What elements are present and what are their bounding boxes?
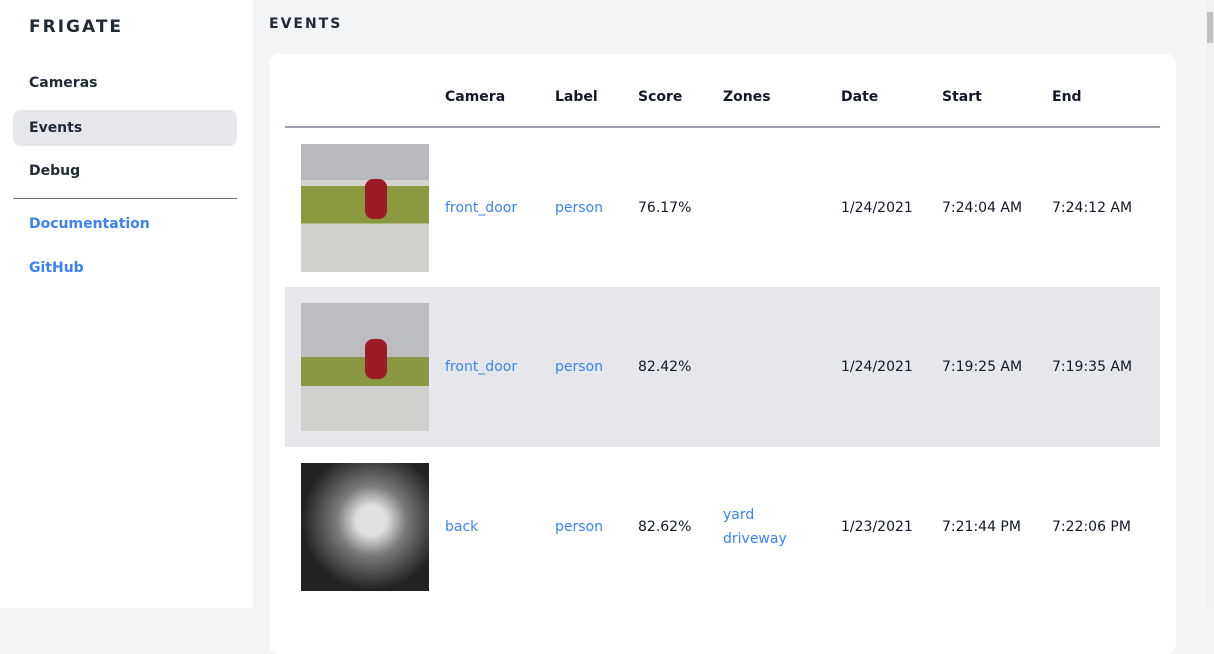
header-zones: Zones	[723, 54, 841, 128]
events-table: Camera Label Score Zones Date Start End …	[285, 54, 1160, 607]
table-row: back person 82.62% yard driveway 1/23/202…	[285, 447, 1160, 607]
link-github[interactable]: GitHub	[29, 260, 84, 276]
camera-link[interactable]: front_door	[445, 287, 555, 447]
end-time: 7:22:06 PM	[1052, 519, 1131, 535]
zone-link[interactable]: driveway	[723, 531, 787, 547]
scrollbar-thumb[interactable]	[1207, 12, 1213, 43]
event-thumbnail[interactable]	[301, 463, 429, 591]
sidebar: FRIGATE Cameras Events Debug Documentati…	[0, 0, 253, 608]
date: 1/23/2021	[841, 519, 913, 535]
start-time: 7:21:44 PM	[942, 519, 1021, 535]
score: 82.62%	[638, 519, 692, 535]
header-label: Label	[555, 54, 638, 128]
score: 82.42%	[638, 287, 723, 447]
header-end: End	[1052, 54, 1160, 128]
end-time: 7:24:12 AM	[1052, 199, 1133, 216]
app-logo[interactable]: FRIGATE	[29, 17, 124, 37]
table-header: Camera Label Score Zones Date Start End	[285, 54, 1160, 128]
zones	[723, 127, 841, 287]
link-documentation[interactable]: Documentation	[29, 216, 150, 232]
table-row: front_door person 82.42% 1/24/2021 7:19:…	[285, 287, 1160, 447]
sidebar-item-debug[interactable]: Debug	[29, 163, 81, 179]
camera-link[interactable]: back	[445, 519, 479, 535]
camera-link[interactable]: front_door	[445, 199, 518, 216]
label-link[interactable]: person	[555, 199, 603, 216]
label-link[interactable]: person	[555, 519, 603, 535]
sidebar-item-cameras[interactable]: Cameras	[29, 75, 98, 91]
sidebar-item-events[interactable]: Events	[13, 110, 237, 146]
sidebar-divider	[13, 198, 237, 199]
date: 1/24/2021	[841, 287, 942, 447]
score: 76.17%	[638, 199, 692, 216]
table-row: front_door person 76.17% 1/24/2021 7:24:…	[285, 127, 1160, 287]
header-start: Start	[942, 54, 1052, 128]
event-thumbnail[interactable]	[301, 303, 429, 431]
label-link[interactable]: person	[555, 287, 638, 447]
header-date: Date	[841, 54, 942, 128]
zones	[723, 287, 841, 447]
zone-link[interactable]: yard	[723, 507, 755, 523]
event-thumbnail[interactable]	[301, 143, 429, 272]
start-time: 7:24:04 AM	[942, 199, 1023, 216]
date: 1/24/2021	[841, 199, 913, 216]
header-score: Score	[638, 54, 723, 128]
zones: yard driveway	[723, 447, 841, 607]
start-time: 7:19:25 AM	[942, 287, 1052, 447]
events-card: Camera Label Score Zones Date Start End …	[269, 54, 1176, 654]
scrollbar[interactable]	[1206, 0, 1214, 608]
page-title: EVENTS	[269, 16, 343, 32]
end-time: 7:19:35 AM	[1052, 287, 1160, 447]
header-camera: Camera	[445, 54, 555, 128]
